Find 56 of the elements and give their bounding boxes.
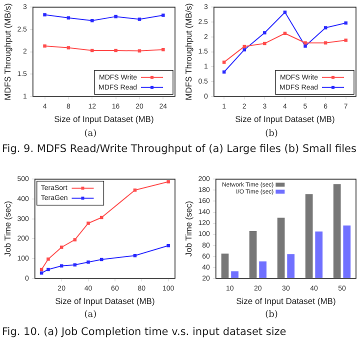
- point: [133, 254, 137, 258]
- point: [43, 44, 46, 48]
- point: [344, 38, 348, 42]
- point: [40, 271, 44, 275]
- x-axis-title: Size of Input Dataset (MB): [235, 114, 335, 124]
- point: [324, 41, 328, 45]
- point: [263, 31, 266, 34]
- point: [100, 258, 104, 262]
- point: [222, 60, 226, 64]
- text: (b): [264, 310, 279, 320]
- point: [73, 238, 77, 242]
- y-axis-title: Job Time (sec): [183, 200, 194, 257]
- point: [114, 48, 118, 52]
- point: [344, 21, 348, 25]
- y-axis-title: Job Time (sec): [2, 200, 12, 257]
- point: [66, 16, 70, 20]
- point: [66, 46, 70, 50]
- y-axis-title: MDFS Throughput (MB/s): [2, 3, 12, 100]
- point: [114, 14, 118, 18]
- point: [40, 268, 44, 272]
- point: [60, 246, 64, 249]
- point: [242, 44, 246, 48]
- point: [263, 42, 266, 46]
- point: [46, 258, 50, 261]
- y-axis-title: MDFS Throughput (MB/s): [183, 3, 194, 100]
- x-axis-title: Size of Input Dataset (MB): [55, 296, 155, 306]
- point: [166, 244, 170, 248]
- text: (b): [264, 129, 279, 139]
- point: [46, 268, 50, 272]
- text: (a): [83, 310, 98, 320]
- point: [133, 188, 137, 192]
- point: [166, 180, 170, 184]
- point: [138, 49, 142, 53]
- point: [324, 26, 328, 30]
- point: [283, 10, 287, 14]
- point: [283, 32, 287, 35]
- point: [304, 41, 307, 45]
- point: [90, 18, 94, 22]
- point: [162, 14, 165, 17]
- point: [222, 70, 226, 74]
- x-axis-title: Size of Input Dataset (MB): [236, 296, 336, 306]
- point: [138, 18, 142, 21]
- point: [90, 48, 94, 52]
- point: [60, 264, 64, 268]
- x-axis-title: Size of Input Dataset (MB): [54, 114, 154, 124]
- point: [100, 216, 104, 220]
- point: [162, 48, 165, 52]
- point: [43, 13, 46, 16]
- caption: Fig. 10. (a) Job Completion time v.s. input dataset size: [2, 326, 288, 339]
- point: [242, 48, 246, 52]
- caption: Fig. 9. MDFS Read/Write Throughput of (a) Large files (b) Small files: [2, 143, 358, 156]
- point: [73, 263, 77, 267]
- text: (a): [83, 129, 98, 139]
- point: [86, 222, 90, 225]
- point: [86, 260, 90, 264]
- point: [304, 44, 307, 48]
